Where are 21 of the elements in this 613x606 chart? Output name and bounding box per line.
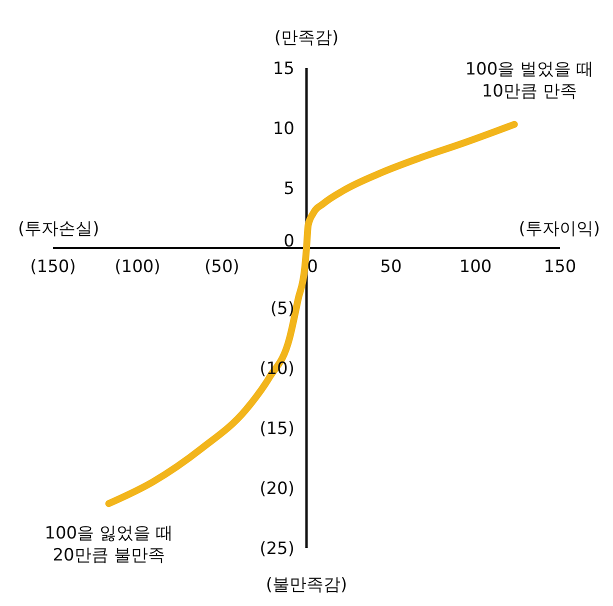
y-tick-label: 5 bbox=[284, 179, 294, 199]
y-tick-label: (5) bbox=[270, 299, 294, 319]
annotation: (투자손실) bbox=[18, 219, 100, 239]
y-tick-label: 10 bbox=[272, 119, 294, 139]
y-tick-label: (15) bbox=[260, 419, 294, 439]
y-tick-label: (25) bbox=[260, 539, 294, 559]
x-axis-title: (투자이익) bbox=[518, 219, 600, 239]
x-tick-label: 100 bbox=[459, 257, 492, 277]
annotation: 100을 벌었을 때 10만큼 만족 bbox=[465, 59, 594, 102]
x-tick-label: 150 bbox=[544, 257, 576, 277]
x-tick-label: 0 bbox=[307, 257, 318, 277]
x-tick-label: (150) bbox=[30, 257, 76, 277]
x-tick-label: (100) bbox=[114, 257, 160, 277]
y-tick-label: (20) bbox=[260, 479, 294, 499]
x-tick-label: (50) bbox=[204, 257, 240, 277]
x-tick-label: 50 bbox=[380, 257, 402, 277]
annotation: 100을 잃었을 때 20만큼 불만족 bbox=[44, 524, 173, 566]
y-tick-label: 0 bbox=[284, 232, 294, 252]
text: (불만족감) bbox=[266, 575, 348, 595]
y-axis-title: (만족감) bbox=[274, 28, 339, 48]
y-tick-label: 15 bbox=[272, 59, 294, 79]
